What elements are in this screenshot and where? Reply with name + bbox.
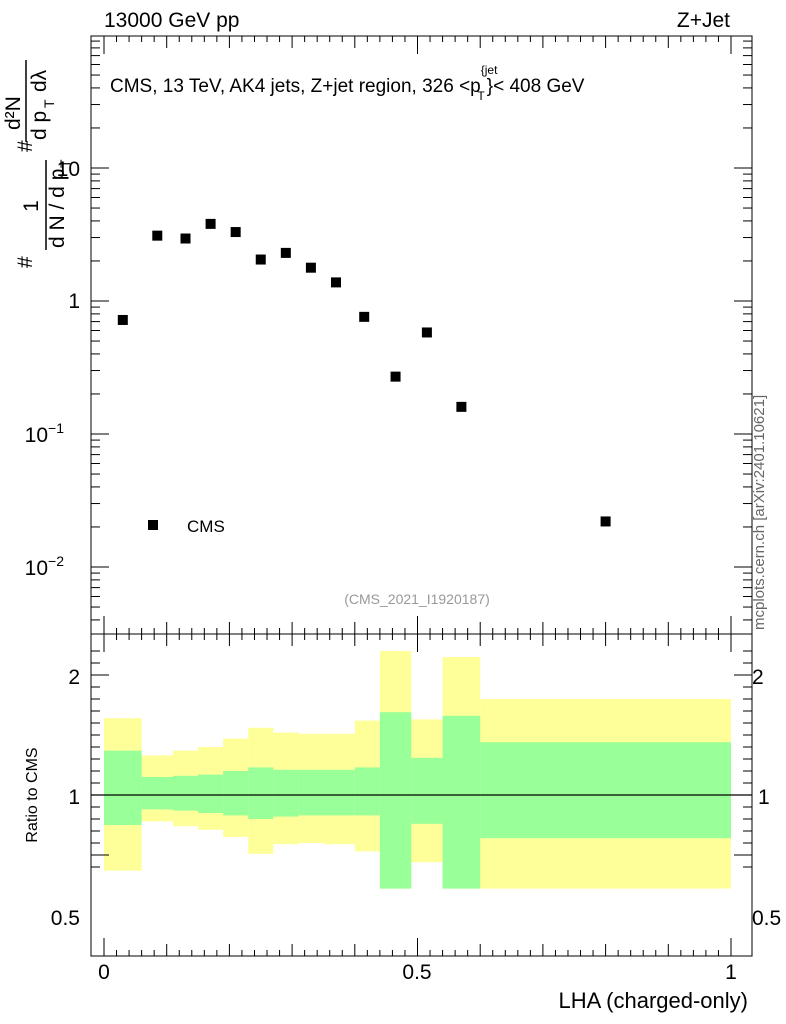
stat-band-bin [223, 771, 249, 816]
data-point [330, 277, 341, 288]
legend-label: CMS [187, 517, 225, 536]
data-point [359, 311, 370, 322]
plot-title-sub: T [477, 89, 485, 103]
data-point [421, 327, 432, 338]
legend-marker [148, 520, 158, 530]
ratio-ytick-label-1-right: 1 [758, 786, 770, 809]
stat-band-bin [298, 769, 324, 816]
stat-band-bin [198, 774, 224, 813]
ratio-frame [90, 633, 753, 957]
main-ylabel-hash-left: # [14, 256, 37, 268]
ytick-label-0-01-base: 10 [25, 557, 48, 580]
cms-data-points [117, 218, 611, 527]
ytick-label-0-01-exp: −2 [48, 553, 64, 569]
stat-band-bin [273, 769, 299, 817]
plot-title-sup: {jet [481, 63, 498, 77]
xlabel: LHA (charged-only) [558, 988, 748, 1013]
ratio-ytick-label-1-left: 1 [68, 786, 80, 809]
plot-title-close: }< 408 GeV [487, 76, 585, 97]
stat-band-bin [172, 775, 199, 811]
data-point [152, 230, 163, 241]
ytick-label-10: 10 [57, 158, 80, 181]
plot-title-main: CMS, 13 TeV, AK4 jets, Z+jet region, 326… [110, 76, 481, 97]
ytick-label-0-1: 10−1 [25, 420, 65, 447]
data-point [600, 516, 611, 527]
stat-band-bin [411, 757, 443, 824]
xtick-label-0: 0 [98, 961, 110, 984]
data-point [305, 262, 316, 273]
stat-band-bin [354, 767, 380, 816]
stat-band-bin [480, 742, 731, 839]
main-frame [90, 35, 753, 635]
data-point [390, 371, 401, 382]
ratio-ytick-label-0-5-right: 0.5 [752, 907, 781, 930]
ratio-bands [104, 651, 731, 889]
header-right: Z+Jet [677, 9, 730, 32]
main-ylabel-sub-t2: T [41, 99, 57, 108]
ytick-label-0-1-base: 10 [25, 424, 48, 447]
stat-band-bin [442, 715, 481, 889]
ytick-label-0-01: 10−2 [25, 553, 65, 580]
data-point [205, 218, 216, 229]
plot-title: CMS, 13 TeV, AK4 jets, Z+jet region, 326… [110, 63, 585, 103]
main-ylabel-dp: d p [28, 111, 51, 140]
main-ylabel-one: 1 [20, 200, 43, 212]
main-ylabel-dn: d²N [2, 96, 25, 130]
data-point [456, 401, 467, 412]
stat-band-bin [379, 712, 412, 889]
ratio-ytick-label-2-right: 2 [752, 666, 764, 689]
data-point [180, 233, 191, 244]
xtick-label-1: 1 [725, 961, 737, 984]
ytick-label-0-1-exp: −1 [48, 420, 64, 436]
data-point [255, 254, 266, 265]
ratio-ytick-label-2-left: 2 [68, 666, 80, 689]
header-left: 13000 GeV pp [104, 9, 239, 32]
data-point [230, 227, 241, 238]
main-ylabel: # 1 d N / d p T # d²N d p T dλ [2, 60, 73, 268]
main-ylabel-denominator: d N / d p [46, 169, 69, 248]
ratio-ytick-label-0-5-left: 0.5 [51, 907, 80, 930]
data-point [280, 247, 291, 258]
stat-band-bin [104, 750, 142, 825]
xtick-label-0-5: 0.5 [402, 961, 431, 984]
side-label: mcplots.cern.ch [arXiv:2401.10621] [751, 395, 768, 630]
ratio-ylabel: Ratio to CMS [24, 747, 41, 842]
data-point [117, 314, 128, 325]
ratio-axis-ticks [91, 634, 752, 956]
main-ylabel-sub-t: T [57, 159, 73, 168]
main-ylabel-dlambda: dλ [28, 69, 51, 92]
analysis-watermark: (CMS_2021_I1920187) [344, 591, 490, 607]
ytick-label-1: 1 [68, 290, 80, 313]
stat-band-bin [141, 777, 173, 810]
main-axis-ticks [91, 36, 752, 634]
main-ylabel-hash-mid: # [14, 140, 37, 152]
stat-band-bin [248, 767, 274, 819]
stat-band-bin [323, 769, 355, 816]
